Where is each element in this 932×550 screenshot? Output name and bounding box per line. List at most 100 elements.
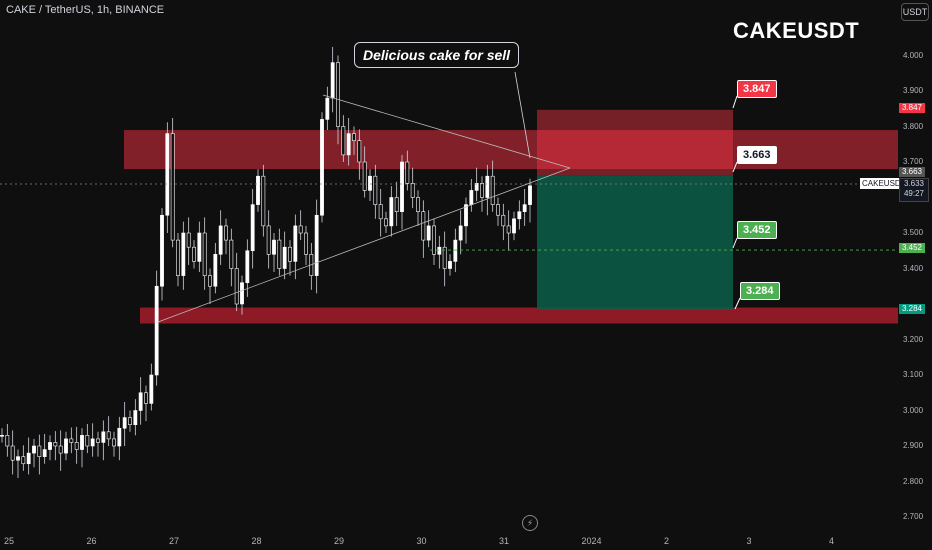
annotation-callout: Delicious cake for sell — [354, 42, 520, 68]
candle-body — [266, 225, 271, 255]
candle-body — [421, 211, 426, 241]
stop-tag-pointer — [732, 95, 738, 109]
candle-body — [416, 197, 420, 212]
candle-body — [192, 246, 196, 262]
trend-lines — [0, 71, 898, 323]
candle-body — [154, 285, 159, 376]
candle-body — [330, 62, 335, 99]
candle-body — [53, 442, 58, 447]
candle-body — [186, 232, 191, 248]
candle-body — [501, 214, 506, 227]
axis-badge-stop: 3.847 — [899, 103, 925, 113]
candle-body — [26, 452, 31, 465]
candle-body — [80, 435, 84, 450]
y-tick-label: 2.900 — [903, 441, 924, 450]
candle-body — [320, 119, 324, 216]
candle-body — [48, 442, 52, 450]
candle-body — [218, 225, 223, 255]
candle-body — [378, 204, 383, 220]
candle-body — [485, 175, 490, 198]
candle-body — [90, 438, 95, 447]
candles — [0, 46, 532, 478]
current-price: 3.633 — [903, 179, 925, 188]
symbol-header: CAKE / TetherUS, 1h, BINANCE — [6, 4, 165, 16]
symbol-label: CAKEUSDT — [860, 178, 908, 189]
candle-body — [480, 183, 484, 198]
x-tick-label: 27 — [169, 536, 180, 546]
candle-body — [128, 417, 132, 426]
candle-body — [144, 392, 148, 404]
x-tick-label: 2024 — [581, 536, 602, 546]
candle-body — [117, 427, 122, 447]
x-tick-label: 26 — [86, 536, 97, 546]
candle-body — [10, 445, 15, 461]
y-tick-label: 3.000 — [903, 405, 924, 415]
candle-body — [410, 183, 415, 198]
x-tick-label: 2 — [664, 536, 670, 546]
candle-body — [240, 282, 244, 305]
candle-body — [506, 225, 511, 234]
candle-body — [32, 445, 36, 454]
candle-body — [368, 175, 372, 191]
target2-level-tag: 3.284 — [740, 282, 780, 300]
candle-body — [261, 175, 266, 227]
candle-body — [453, 239, 458, 262]
candle-body — [288, 246, 292, 262]
candle-body — [149, 374, 154, 404]
y-tick-label: 3.100 — [903, 370, 924, 379]
axis-badge-target1: 3.452 — [899, 243, 925, 253]
y-tick-label: 2.700 — [903, 512, 924, 521]
candle-body — [432, 225, 436, 255]
candle-body — [245, 250, 250, 284]
candle-body — [400, 161, 404, 213]
x-tick-label: 4 — [829, 536, 835, 546]
candle-body — [234, 268, 239, 305]
candle-body — [5, 435, 10, 447]
candle-body — [389, 197, 394, 227]
candle-body — [469, 190, 474, 205]
candle-body — [304, 232, 308, 255]
candle-body — [224, 225, 228, 241]
take-profit-area — [537, 175, 733, 310]
candle-body — [122, 417, 127, 429]
candle-body — [165, 133, 170, 216]
stop-loss-area — [537, 109, 733, 176]
y-tick-label: 3.200 — [903, 334, 924, 344]
candle-body — [448, 261, 452, 269]
target1-tag-pointer — [732, 237, 738, 249]
y-tick-label: 3.800 — [903, 121, 924, 131]
candle-body — [373, 175, 378, 205]
candle-body — [85, 435, 90, 447]
candle-body — [277, 239, 282, 269]
candle-body — [293, 225, 298, 262]
lightning-icon[interactable]: ⚡ — [522, 515, 538, 531]
candle-body — [58, 445, 63, 454]
candle-body — [160, 214, 164, 287]
axis-badge-target2: 3.284 — [899, 304, 925, 314]
candle-body — [112, 438, 116, 447]
candle-body — [42, 449, 47, 457]
currency-button[interactable]: USDT — [901, 3, 929, 21]
candle-body — [272, 239, 276, 255]
candle-body — [474, 183, 479, 191]
candle-body — [37, 445, 42, 457]
candle-body — [357, 140, 362, 163]
y-tick-label: 3.700 — [903, 157, 924, 166]
candle-body — [0, 435, 4, 437]
target2-tag-pointer — [734, 297, 741, 310]
y-tick-label: 3.500 — [903, 228, 924, 237]
candle-body — [138, 392, 143, 411]
candle-body — [512, 218, 516, 234]
candle-body — [74, 442, 79, 450]
y-tick-label: 4.000 — [903, 50, 924, 60]
stop-level-tag: 3.847 — [737, 80, 777, 98]
candle-body — [517, 211, 522, 220]
chart-title: CAKEUSDT — [733, 18, 860, 43]
x-tick-label: 28 — [251, 536, 262, 546]
candle-body — [298, 225, 303, 234]
candle-body — [464, 204, 468, 227]
candle-body — [314, 214, 319, 276]
candle-body — [341, 126, 346, 156]
target1-level-tag: 3.452 — [737, 221, 777, 239]
